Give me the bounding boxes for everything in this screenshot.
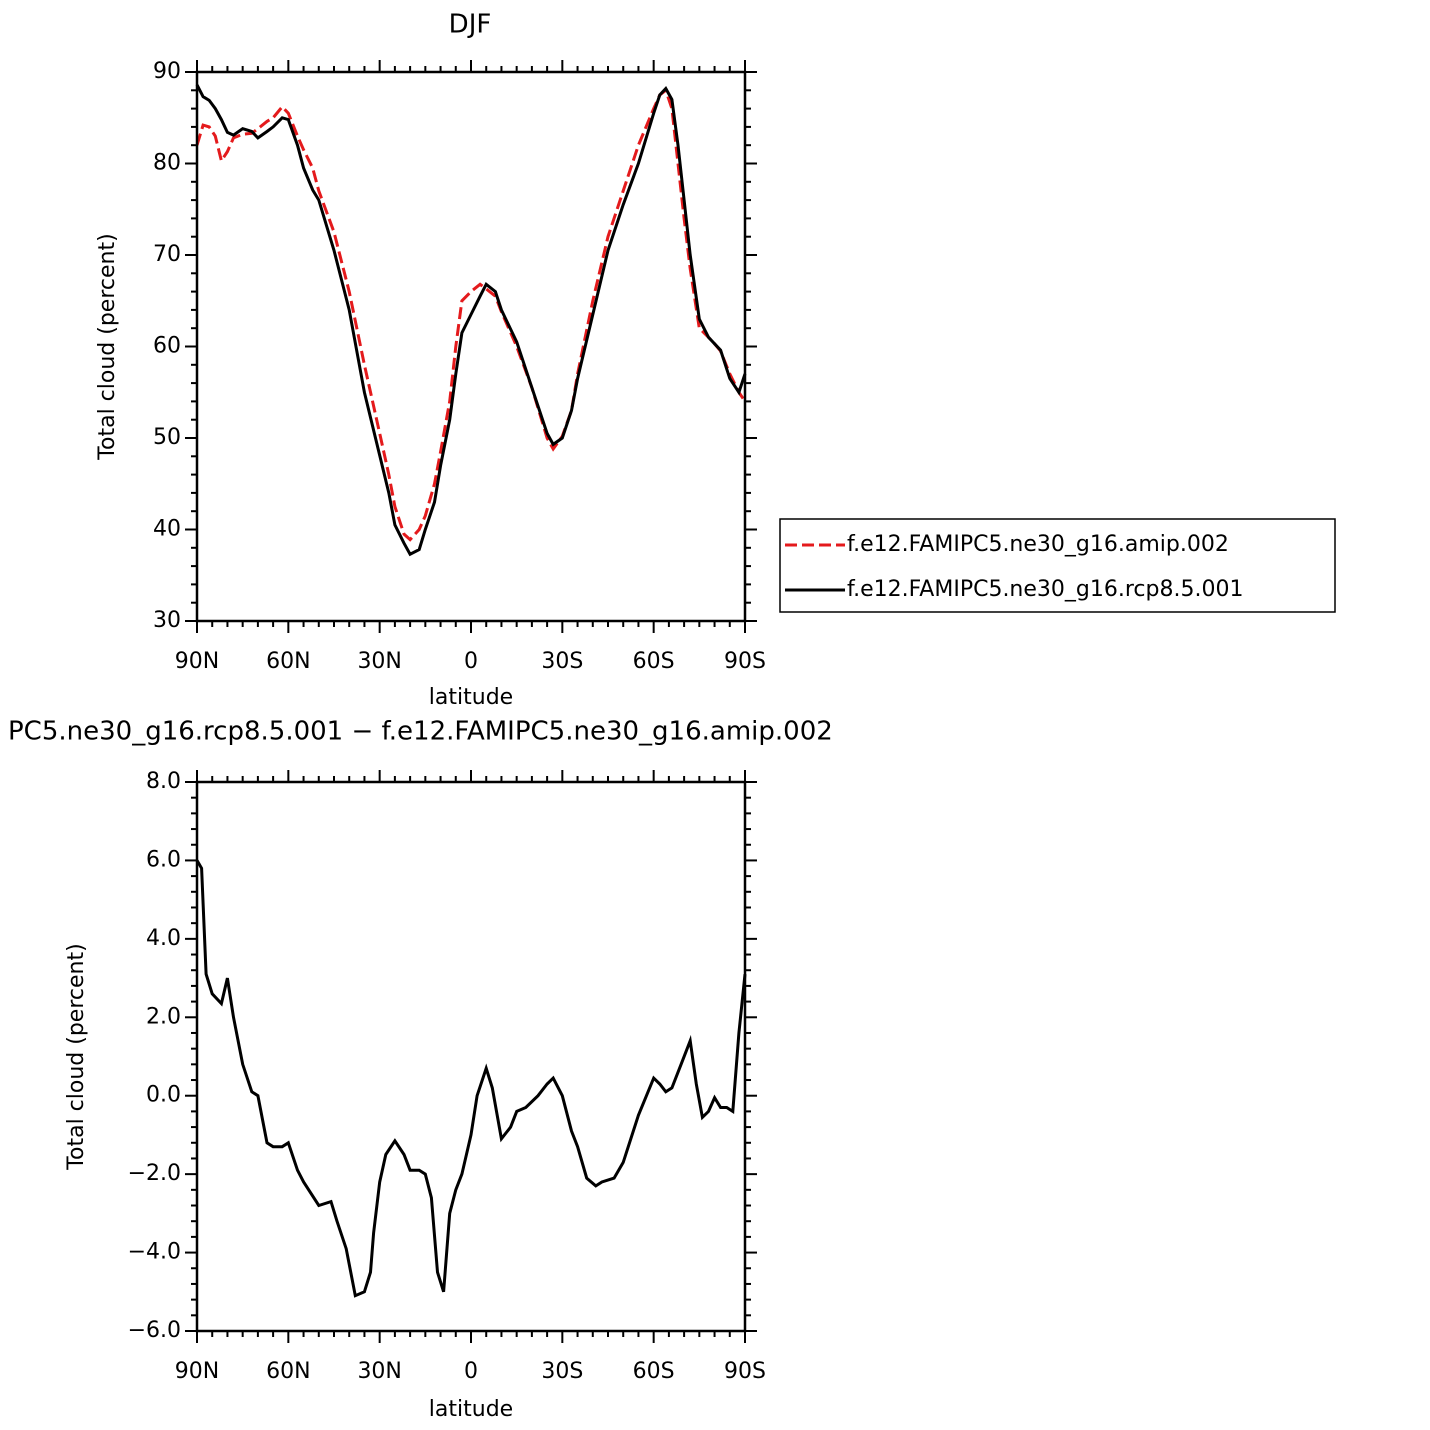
x-tick-label: 60N <box>266 1359 310 1384</box>
y-tick-label: 4.0 <box>146 926 181 951</box>
x-tick-label: 30S <box>541 1359 583 1384</box>
x-tick-label: 0 <box>464 649 478 674</box>
y-tick-label: −6.0 <box>128 1318 181 1343</box>
data-line <box>195 859 747 1298</box>
y-tick-label: 6.0 <box>146 847 181 872</box>
x-tick-label: 90N <box>175 1359 219 1384</box>
y-axis-label: Total cloud (percent) <box>64 943 89 1170</box>
x-tick-label: 30S <box>541 649 583 674</box>
y-tick-label: 60 <box>153 334 181 359</box>
plot-frame <box>195 780 747 1333</box>
y-tick-label: 2.0 <box>146 1004 181 1029</box>
x-tick-label: 60S <box>633 1359 675 1384</box>
legend-label: f.e12.FAMIPC5.ne30_g16.amip.002 <box>847 532 1229 557</box>
y-tick-label: 0.0 <box>146 1083 181 1108</box>
x-tick-label: 0 <box>464 1359 478 1384</box>
x-tick-label: 90S <box>724 649 766 674</box>
x-tick-label: 90N <box>175 649 219 674</box>
x-tick-label: 90S <box>724 1359 766 1384</box>
x-tick-label: 30N <box>357 1359 401 1384</box>
data-line <box>195 84 747 557</box>
plot-frame <box>195 70 747 623</box>
y-tick-label: 30 <box>153 608 181 633</box>
y-tick-label: 80 <box>153 151 181 176</box>
y-tick-label: −2.0 <box>128 1161 181 1186</box>
x-tick-label: 60S <box>633 649 675 674</box>
chart-title: DJF <box>449 10 492 40</box>
chart-title: PC5.ne30_g16.rcp8.5.001 − f.e12.FAMIPC5.… <box>8 717 833 747</box>
y-tick-label: 50 <box>153 425 181 450</box>
y-tick-label: 90 <box>153 59 181 84</box>
legend: f.e12.FAMIPC5.ne30_g16.amip.002 f.e12.FAM… <box>779 518 1336 613</box>
y-axis-label: Total cloud (percent) <box>95 233 120 460</box>
data-line <box>195 87 747 542</box>
y-tick-label: −4.0 <box>128 1240 181 1265</box>
x-tick-label: 60N <box>266 649 310 674</box>
x-tick-label: 30N <box>357 649 401 674</box>
y-tick-label: 70 <box>153 242 181 267</box>
y-tick-label: 40 <box>153 517 181 542</box>
x-axis-label: latitude <box>429 1397 513 1422</box>
legend-box <box>779 518 1336 613</box>
x-axis-label: latitude <box>429 685 513 710</box>
legend-label: f.e12.FAMIPC5.ne30_g16.rcp8.5.001 <box>847 577 1243 602</box>
y-tick-label: 8.0 <box>146 769 181 794</box>
